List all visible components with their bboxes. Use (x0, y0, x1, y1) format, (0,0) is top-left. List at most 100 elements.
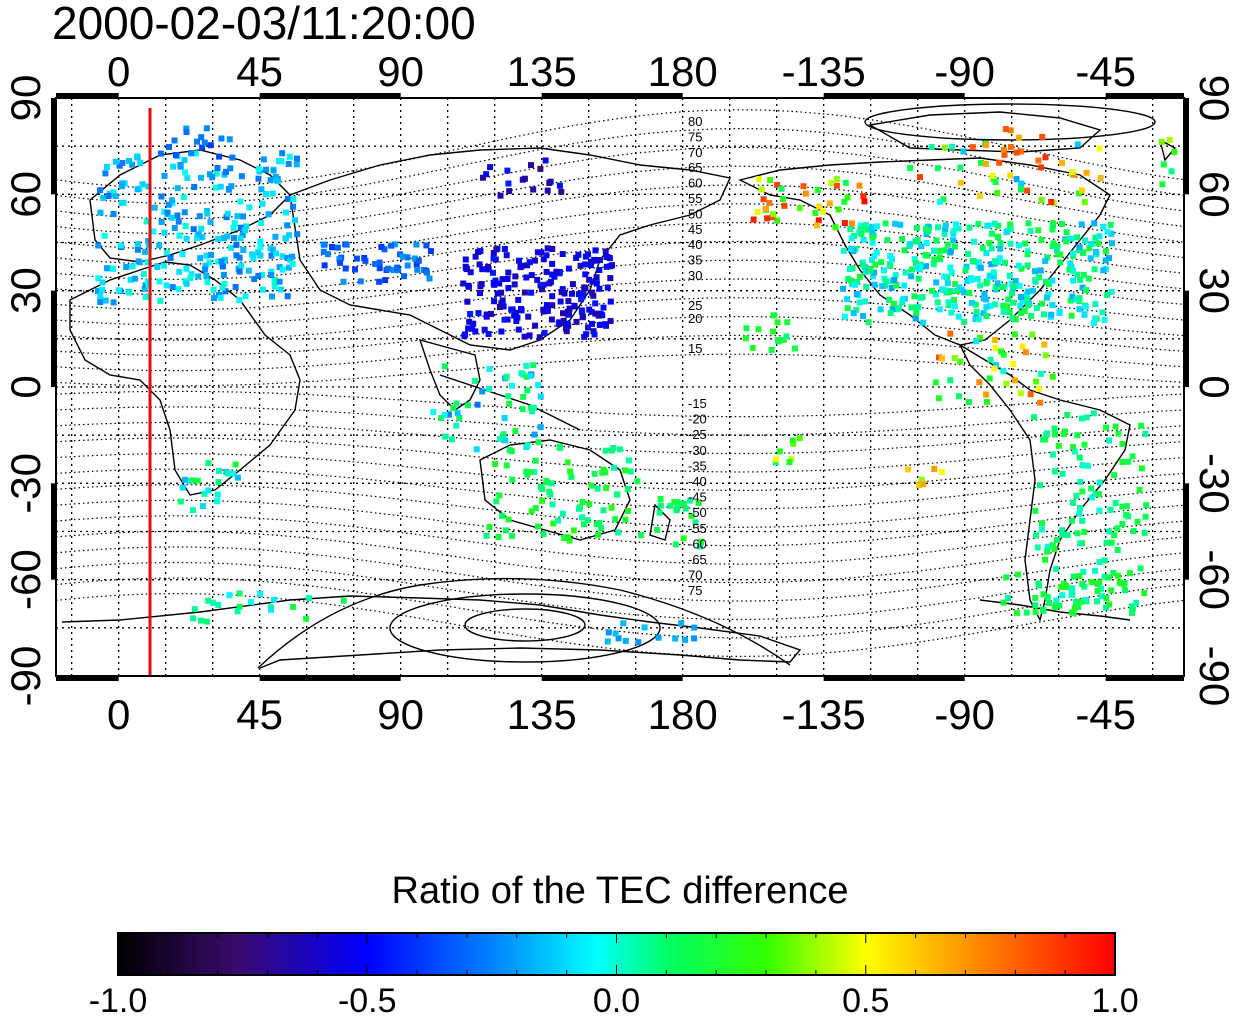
tec-pixel (844, 296, 851, 303)
colorbar-ticks (117, 933, 1116, 975)
tec-pixel (509, 533, 515, 540)
tec-data-pixels (95, 125, 1178, 646)
tec-pixel (465, 283, 472, 290)
axis-band-bottom (541, 676, 683, 681)
tec-pixel (1015, 262, 1022, 269)
tec-pixel (1100, 223, 1107, 230)
tec-pixel (336, 256, 343, 263)
tec-pixel (970, 258, 977, 265)
tec-pixel (272, 233, 279, 240)
tec-pixel (814, 222, 821, 229)
tec-pixel (1111, 472, 1118, 479)
tec-pixel (237, 198, 244, 205)
tec-pixel (499, 297, 506, 304)
tec-pixel (176, 232, 183, 239)
tec-pixel (634, 478, 641, 485)
tec-pixel (1095, 491, 1102, 498)
tec-pixel (464, 298, 471, 305)
tec-pixel (772, 459, 779, 466)
tec-pixel (784, 319, 791, 326)
tec-pixel (205, 597, 212, 604)
tec-pixel (1108, 230, 1115, 237)
tec-pixel (608, 504, 615, 511)
tec-pixel (1114, 572, 1121, 579)
tec-pixel (934, 165, 941, 172)
tec-pixel (102, 170, 109, 177)
tec-pixel (816, 203, 823, 210)
tec-pixel (163, 249, 170, 256)
tec-pixel (1054, 243, 1061, 250)
tec-pixel (450, 405, 457, 412)
tec-pixel (1123, 512, 1130, 519)
contour-label: -45 (688, 490, 707, 505)
tec-pixel (1033, 305, 1040, 311)
tec-pixel (569, 281, 576, 288)
contour-line (55, 109, 1185, 189)
tec-pixel (1092, 301, 1099, 308)
tec-pixel (268, 268, 275, 275)
tec-pixel (126, 158, 132, 164)
tec-pixel (201, 139, 208, 146)
tec-pixel (1096, 507, 1103, 514)
tec-pixel (908, 273, 915, 280)
tec-pixel (1049, 451, 1056, 458)
tec-pixel (1027, 391, 1034, 398)
tec-pixel (932, 291, 939, 298)
tec-pixel (145, 238, 152, 244)
tec-pixel (1049, 226, 1056, 233)
tec-pixel (544, 187, 551, 194)
tec-pixel (528, 162, 534, 169)
tec-pixel (992, 336, 998, 343)
tec-pixel (1007, 144, 1014, 150)
tec-pixel (627, 468, 634, 475)
tec-pixel (268, 606, 275, 613)
tec-pixel (871, 269, 878, 276)
tec-pixel (1007, 172, 1014, 179)
tec-pixel (1075, 603, 1082, 610)
tec-pixel (381, 246, 388, 253)
tec-pixel (166, 144, 172, 150)
tec-pixel (257, 244, 264, 251)
tec-pixel (940, 196, 947, 203)
tec-pixel (1092, 315, 1099, 322)
tec-pixel (229, 154, 236, 161)
tec-pixel (512, 428, 519, 434)
tec-pixel (1136, 486, 1143, 493)
tec-pixel (161, 172, 168, 179)
tec-pixel (483, 313, 490, 320)
tec-pixel (1059, 470, 1066, 477)
tec-pixel (579, 499, 586, 505)
tec-pixel (119, 160, 126, 166)
tec-pixel (1040, 606, 1046, 613)
tec-pixel (869, 229, 876, 236)
tec-pixel (596, 267, 603, 273)
tec-pixel (1035, 274, 1042, 281)
tec-pixel (224, 233, 231, 240)
tec-pixel (1044, 548, 1051, 555)
tec-pixel (1039, 520, 1045, 527)
tec-pixel (749, 344, 756, 351)
tec-pixel (272, 173, 279, 180)
tec-pixel (968, 299, 975, 306)
tec-pixel (530, 186, 537, 193)
tec-pixel (245, 267, 252, 274)
tec-pixel (1096, 145, 1103, 152)
tec-pixel (961, 318, 968, 325)
tec-pixel (1094, 581, 1101, 588)
tec-pixel (1015, 571, 1022, 578)
tec-pixel (1042, 556, 1048, 563)
tec-pixel (515, 326, 522, 333)
graticule (56, 98, 1184, 676)
tec-pixel (867, 267, 874, 274)
tec-pixel (465, 325, 472, 332)
tec-pixel (497, 435, 503, 442)
tec-pixel (882, 220, 889, 227)
tec-pixel (887, 253, 894, 259)
tec-pixel (250, 255, 257, 262)
contour-line (55, 437, 1185, 473)
tec-pixel (786, 459, 793, 466)
tec-pixel (558, 289, 565, 296)
tec-pixel (598, 525, 605, 532)
tec-pixel (1021, 308, 1028, 314)
tec-pixel (462, 256, 469, 263)
